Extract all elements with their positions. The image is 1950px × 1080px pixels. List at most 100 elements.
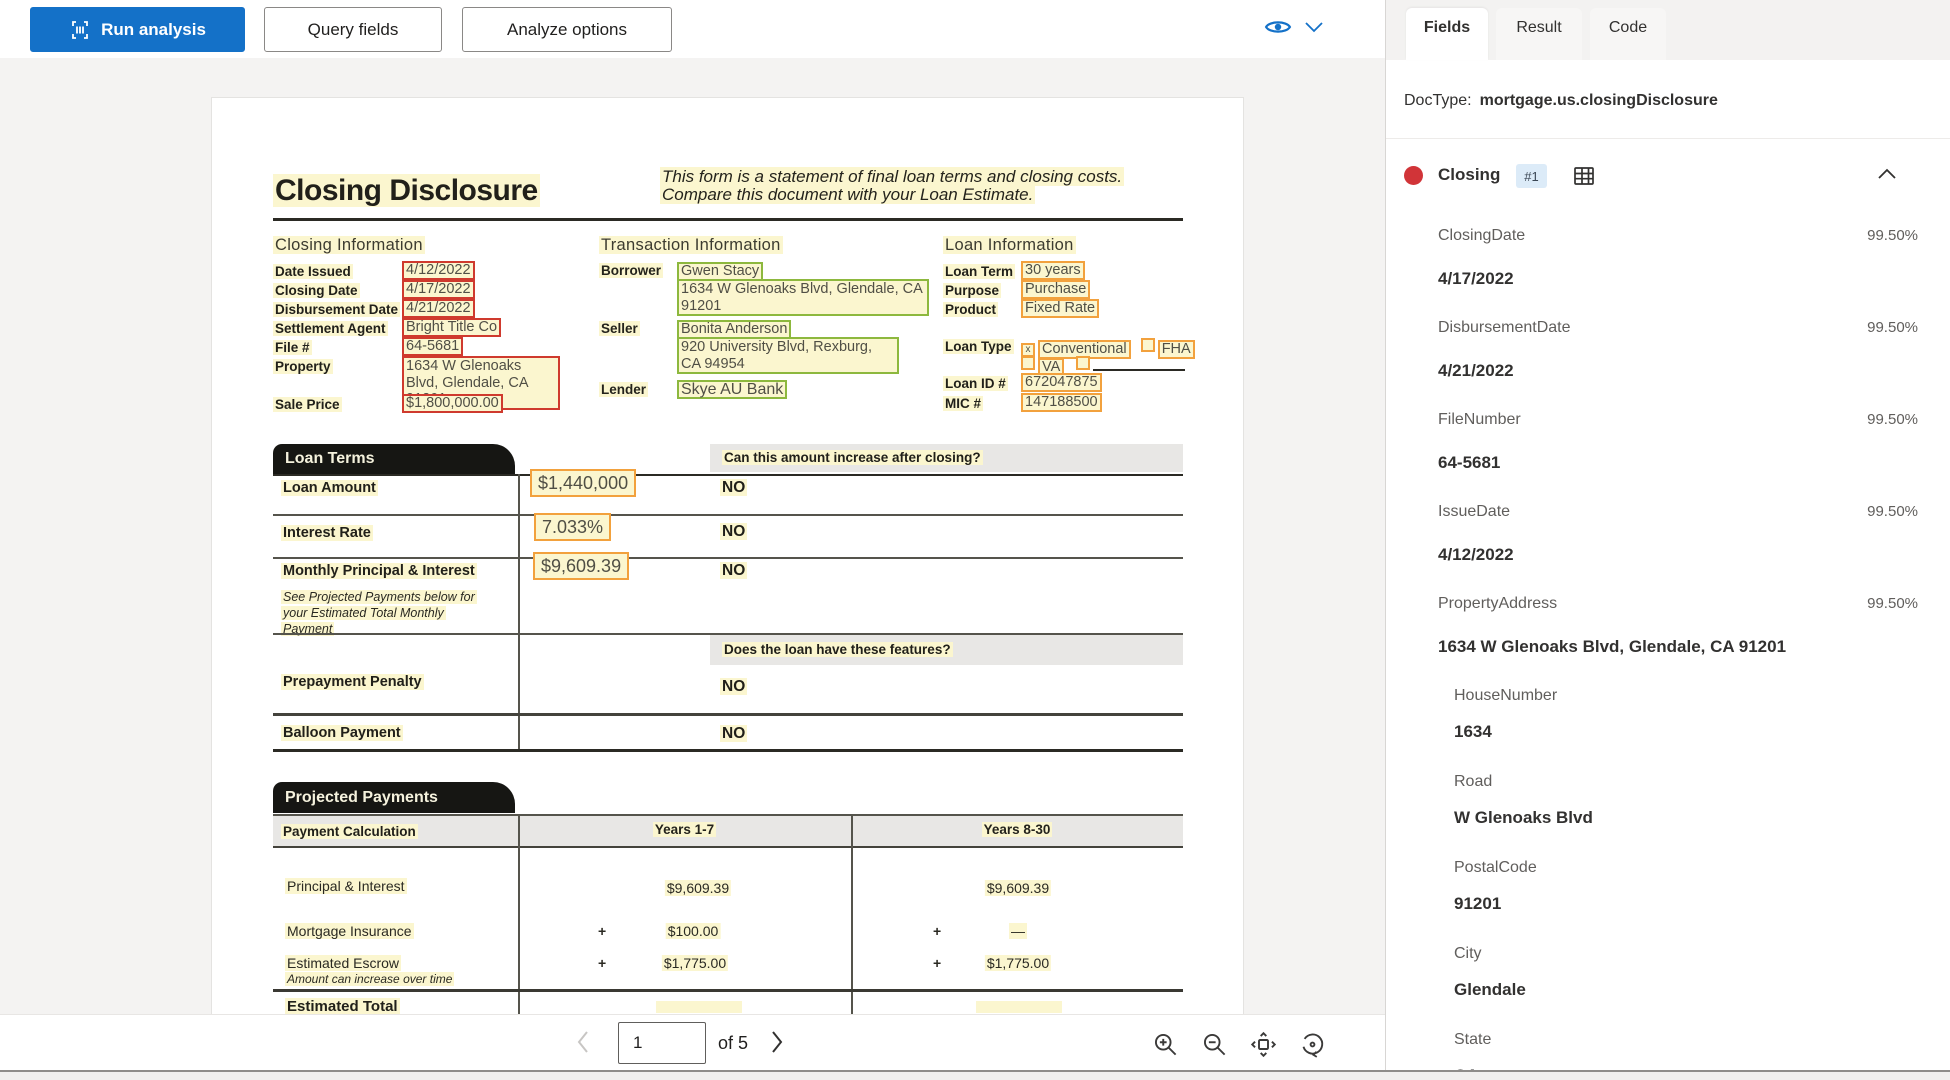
principal-interest-label: Principal & Interest (285, 878, 407, 894)
field-highlight-red[interactable]: 4/12/2022 (402, 261, 475, 280)
tab-code[interactable]: Code (1590, 8, 1666, 60)
loan-info-heading: Loan Information (943, 236, 1076, 254)
plus-sign: + (933, 923, 942, 939)
tab-result[interactable]: Result (1496, 8, 1582, 60)
query-fields-button[interactable]: Query fields (264, 7, 442, 52)
run-analysis-button[interactable]: Run analysis (30, 7, 245, 52)
toolbar-expand-button[interactable] (1303, 19, 1325, 35)
loan-terms-question2: Does the loan have these features? (710, 635, 1183, 665)
ee-years17-value: $1,775.00 (661, 955, 729, 971)
fields-panel: Fields Result Code DocType: mortgage.us.c… (1385, 0, 1950, 1080)
answer-no: NO (720, 479, 748, 496)
confidence-value: 99.50% (1867, 411, 1918, 428)
mortgage-insurance-label: Mortgage Insurance (285, 923, 414, 939)
field-highlight-red[interactable]: 64-5681 (402, 337, 464, 356)
zoom-in-button[interactable] (1152, 1031, 1179, 1058)
field-row[interactable]: PostalCode 91201 (1454, 859, 1537, 913)
form-row: Loan Term 30 years (943, 261, 1243, 282)
checkbox-conventional-checked[interactable]: x (1021, 343, 1035, 357)
form-row: File # 64-5681 (273, 337, 599, 358)
field-row[interactable]: PropertyAddress 99.50% 1634 W Glenoaks Bl… (1438, 595, 1918, 656)
transaction-info-heading: Transaction Information (599, 236, 783, 254)
field-row[interactable]: City Glendale (1454, 945, 1526, 999)
estimated-escrow-note: Amount can increase over time (285, 972, 455, 986)
field-highlight-orange[interactable]: VA (1038, 358, 1065, 377)
fit-to-page-icon (1250, 1031, 1277, 1058)
previous-page-button[interactable] (574, 1029, 592, 1055)
rotate-button[interactable] (1299, 1031, 1326, 1058)
form-row: Borrower Gwen Stacy 1634 W Glenoaks Blvd… (599, 262, 929, 316)
query-fields-label: Query fields (307, 19, 399, 39)
page-number-input[interactable] (618, 1022, 706, 1064)
doctype-row: DocType: mortgage.us.closingDisclosure (1404, 92, 1718, 110)
field-highlight-green[interactable]: 920 University Blvd, Rexburg, CA 94954 (677, 337, 899, 374)
divider (273, 557, 1183, 559)
run-analysis-label: Run analysis (101, 19, 206, 39)
field-row[interactable]: Road W Glenoaks Blvd (1454, 773, 1593, 827)
checkbox-fha[interactable] (1140, 338, 1155, 352)
document-page: Closing Disclosure This form is a statem… (211, 97, 1244, 1014)
field-row[interactable]: HouseNumber 1634 (1454, 687, 1558, 741)
field-row[interactable]: DisbursementDate 99.50% 4/21/2022 (1438, 319, 1918, 380)
form-row: Product Fixed Rate (943, 299, 1243, 320)
pi-years830-value: $9,609.39 (984, 880, 1052, 896)
field-highlight-green[interactable]: Skye AU Bank (677, 380, 788, 399)
loan-info-section: Loan Information Loan Term 30 years Purp… (943, 236, 1243, 414)
field-row[interactable]: ClosingDate 99.50% 4/17/2022 (1438, 227, 1918, 288)
field-highlight-orange[interactable]: Purchase (1021, 280, 1091, 299)
zoom-in-icon (1152, 1031, 1179, 1058)
toggle-highlights-button[interactable] (1264, 13, 1292, 41)
chevron-right-icon (768, 1029, 786, 1055)
collapse-section-button[interactable] (1876, 166, 1898, 182)
loan-terms-heading: Loan Terms (273, 444, 515, 474)
form-row: Lender Skye AU Bank (599, 380, 929, 401)
document-canvas[interactable]: Closing Disclosure This form is a statem… (0, 58, 1385, 1014)
answer-no: NO (720, 725, 748, 742)
doctype-value: mortgage.us.closingDisclosure (1479, 92, 1718, 109)
zoom-out-button[interactable] (1201, 1031, 1228, 1058)
form-row: Sale Price $1,800,000.00 (273, 394, 599, 415)
next-page-button[interactable] (768, 1029, 786, 1055)
answer-no: NO (720, 562, 748, 579)
loan-terms-question1: Can this amount increase after closing? (710, 444, 1183, 472)
field-highlight-orange[interactable]: FHA (1157, 340, 1195, 359)
doc-note: This form is a statement of final loan t… (660, 167, 1125, 204)
field-row[interactable]: FileNumber 99.50% 64-5681 (1438, 411, 1918, 472)
table-view-button[interactable] (1572, 164, 1596, 188)
years-8-30-header: Years 8-30 (981, 822, 1053, 837)
monthly-pi-note: See Projected Payments below for your Es… (281, 590, 477, 636)
checkbox-va[interactable] (1021, 356, 1035, 370)
field-row[interactable]: IssueDate 99.50% 4/12/2022 (1438, 503, 1918, 564)
analyze-options-button[interactable]: Analyze options (462, 7, 672, 52)
field-highlight-orange[interactable]: 7.033% (534, 513, 612, 541)
confidence-value: 99.50% (1867, 319, 1918, 336)
checkbox-other[interactable] (1076, 356, 1091, 370)
field-highlight-orange[interactable]: $9,609.39 (533, 552, 630, 580)
form-row: VA (943, 356, 1243, 377)
form-row: Loan ID # 672047875 (943, 373, 1243, 395)
field-highlight-orange[interactable]: 147188500 (1021, 393, 1102, 412)
analyze-options-label: Analyze options (506, 19, 628, 39)
field-highlight-orange[interactable]: $1,440,000 (530, 469, 637, 497)
answer-no: NO (720, 678, 748, 695)
section-title: Closing (1438, 165, 1501, 184)
field-highlight-red[interactable]: 4/17/2022 (402, 280, 475, 299)
field-highlight-red[interactable]: 4/21/2022 (402, 299, 475, 318)
field-highlight-orange[interactable]: Fixed Rate (1021, 299, 1100, 318)
field-highlight-orange[interactable]: 30 years (1021, 261, 1085, 280)
field-highlight-red[interactable]: $1,800,000.00 (402, 394, 503, 413)
estimated-total-years830-clipped (976, 1001, 1062, 1013)
field-highlight-green[interactable]: 1634 W Glenoaks Blvd, Glendale, CA 91201 (677, 279, 929, 316)
form-row: Closing Date 4/17/2022 (273, 280, 599, 301)
chevron-left-icon (574, 1029, 592, 1055)
form-row: MIC # 147188500 (943, 393, 1243, 414)
field-highlight-orange[interactable]: 672047875 (1021, 373, 1102, 392)
confidence-value: 99.50% (1867, 503, 1918, 520)
projected-payments-section: Projected Payments Payment Calculation Y… (273, 782, 1183, 1014)
plus-sign: + (933, 955, 942, 971)
field-highlight-red[interactable]: Bright Title Co (402, 318, 502, 337)
fit-to-page-button[interactable] (1250, 1031, 1277, 1058)
closing-section-header[interactable]: Closing #1 (1386, 156, 1950, 200)
tab-fields[interactable]: Fields (1406, 8, 1488, 60)
